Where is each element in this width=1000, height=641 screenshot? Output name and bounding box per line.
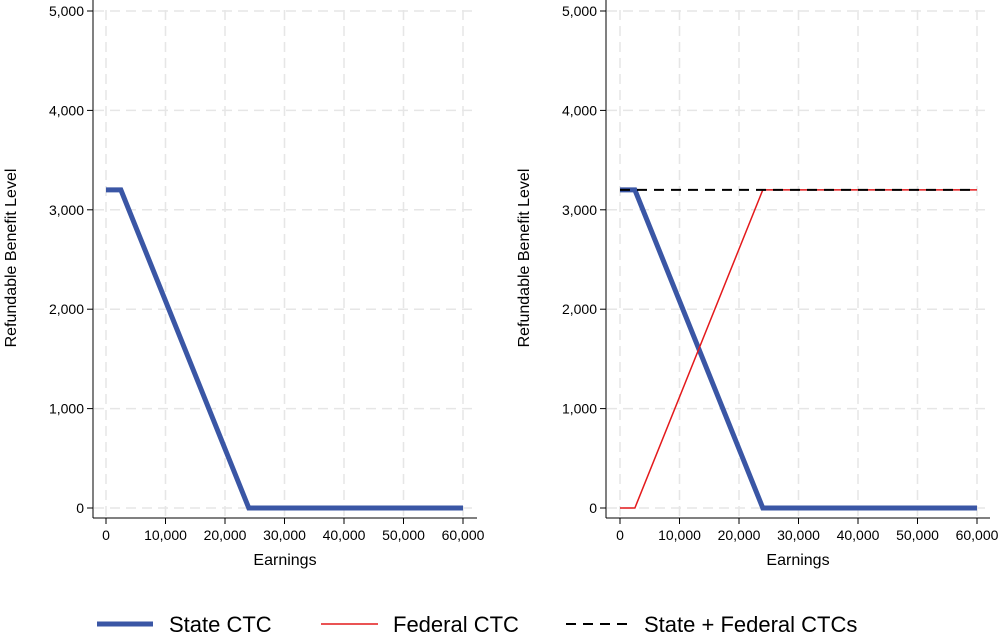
x-tick-label: 60,000 bbox=[956, 527, 999, 543]
series-line-state-ctc bbox=[106, 187, 463, 511]
left-panel: 0 1,000 2,000 3,000 4,000 5,000 0 10,000 20,000 3… bbox=[3, 0, 485, 569]
x-tick-label: 40,000 bbox=[323, 527, 366, 543]
y-tick-label: 3,000 bbox=[562, 202, 597, 218]
y-tick-label: 1,000 bbox=[562, 401, 597, 417]
x-tick-label: 30,000 bbox=[263, 527, 306, 543]
x-tick-label: 20,000 bbox=[718, 527, 761, 543]
y-axis-title: Refundable Benefit Level bbox=[516, 169, 533, 348]
y-tick-label: 0 bbox=[589, 500, 597, 516]
x-tick-label: 0 bbox=[102, 527, 110, 543]
y-tick-label: 0 bbox=[76, 500, 84, 516]
x-tick-label: 60,000 bbox=[442, 527, 485, 543]
y-axis-title: Refundable Benefit Level bbox=[3, 169, 20, 348]
x-tick-label: 10,000 bbox=[658, 527, 701, 543]
right-panel: 0 1,000 2,000 3,000 4,000 5,000 0 10,000 20,000 3… bbox=[516, 0, 999, 569]
y-tick-label: 2,000 bbox=[562, 301, 597, 317]
x-tick-label: 50,000 bbox=[382, 527, 425, 543]
legend-label-state-federal-ctcs: State + Federal CTCs bbox=[644, 612, 857, 637]
grid bbox=[607, 10, 990, 516]
x-axis-title: Earnings bbox=[253, 552, 316, 569]
series-line-federal-ctc bbox=[620, 189, 977, 509]
y-tick-label: 5,000 bbox=[49, 3, 84, 19]
x-tick-label: 0 bbox=[616, 527, 624, 543]
y-tick-label: 1,000 bbox=[49, 401, 84, 417]
legend-label-state-ctc: State CTC bbox=[169, 612, 272, 637]
legend-label-federal-ctc: Federal CTC bbox=[393, 612, 519, 637]
x-tick-label: 10,000 bbox=[144, 527, 187, 543]
x-tick-label: 30,000 bbox=[777, 527, 820, 543]
x-axis-title: Earnings bbox=[766, 552, 829, 569]
y-tick-label: 4,000 bbox=[49, 102, 84, 118]
x-tick-label: 40,000 bbox=[837, 527, 880, 543]
y-tick-label: 5,000 bbox=[562, 3, 597, 19]
grid bbox=[94, 10, 477, 516]
x-tick-label: 20,000 bbox=[204, 527, 247, 543]
y-tick-label: 2,000 bbox=[49, 301, 84, 317]
y-tick-label: 3,000 bbox=[49, 202, 84, 218]
legend: State CTC Federal CTC State + Federal CTCs bbox=[97, 612, 857, 637]
x-tick-label: 50,000 bbox=[896, 527, 939, 543]
y-tick-label: 4,000 bbox=[562, 102, 597, 118]
